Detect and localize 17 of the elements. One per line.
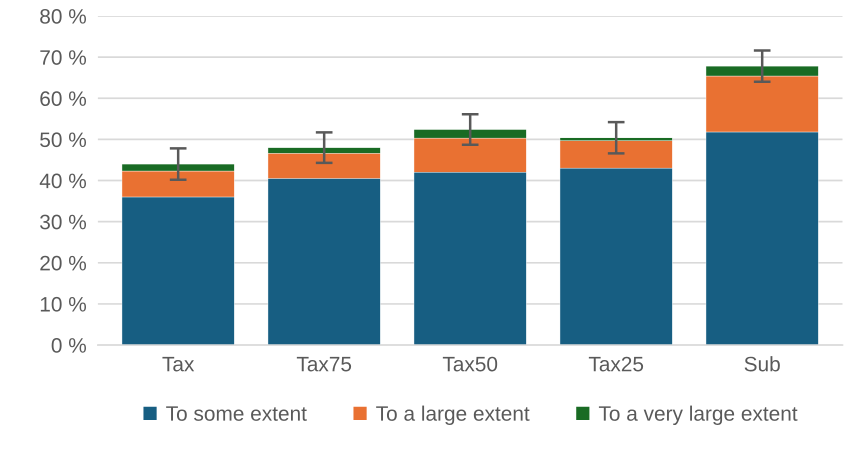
x-tick-label: Tax50 (442, 356, 498, 372)
y-tick-label: 0 % (52, 338, 86, 353)
y-tick-label: 20 % (40, 256, 86, 271)
x-tick-label: Tax75 (296, 356, 352, 372)
y-tick-label: 80 % (40, 8, 86, 24)
y-tick-label: 60 % (40, 91, 86, 106)
legend-label: To some extent (166, 406, 307, 421)
x-tick-label: Tax25 (588, 356, 644, 372)
legend-label: To a very large extent (598, 406, 798, 425)
y-tick-label: 40 % (40, 174, 86, 188)
legend-label: To a large extent (376, 406, 530, 425)
y-tick-label: 10 % (40, 296, 86, 312)
x-tick-label: Sub (744, 356, 780, 372)
y-tick-label: 70 % (40, 50, 86, 65)
y-tick-label: 50 % (40, 132, 86, 148)
x-tick-label: Tax (162, 356, 194, 372)
y-tick-label: 30 % (40, 214, 86, 230)
